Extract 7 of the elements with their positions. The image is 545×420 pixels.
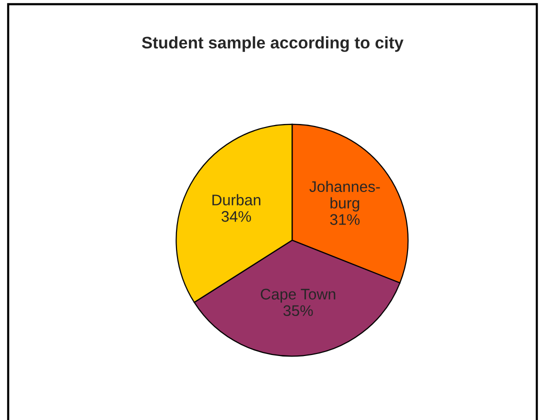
slice-label: Cape Town [260, 288, 336, 303]
data-label: 35% [283, 305, 313, 316]
chart-title: Student sample according to city [142, 36, 404, 52]
data-label: 34% [222, 211, 251, 222]
slice-label: Johannes- burg [309, 180, 380, 212]
slice-label: Durban [212, 194, 260, 206]
data-label: 31% [330, 214, 360, 225]
